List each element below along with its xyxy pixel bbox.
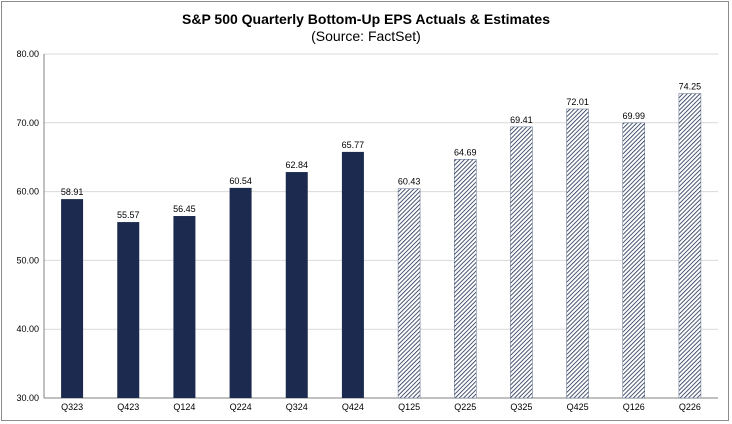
bar-actual [117,222,140,398]
x-tick-label: Q425 [567,402,589,412]
x-tick-label: Q323 [61,402,83,412]
data-label: 65.77 [342,140,365,150]
x-tick-label: Q226 [679,402,701,412]
y-tick-label: 40.00 [16,324,39,334]
bar-estimate [678,93,702,399]
bar-estimate [622,122,645,399]
x-tick-label: Q324 [286,402,308,412]
bar-actual [229,187,252,398]
bar-actual [285,172,308,398]
data-label: 72.01 [566,97,589,107]
y-tick-label: 70.00 [16,118,39,128]
x-tick-label: Q125 [398,402,420,412]
x-tick-label: Q124 [173,402,195,412]
bar-actual [341,151,364,398]
y-tick-label: 50.00 [16,255,39,265]
x-tick-label: Q126 [623,402,645,412]
x-tick-label: Q423 [117,402,139,412]
x-tick-label: Q224 [230,402,252,412]
chart-subtitle: (Source: FactSet) [311,28,421,44]
x-tick-label: Q424 [342,402,364,412]
data-label: 55.57 [117,210,140,220]
y-tick-label: 80.00 [16,49,39,59]
y-tick-label: 30.00 [16,393,39,403]
y-tick-label: 60.00 [16,187,39,197]
data-label: 64.69 [454,147,477,157]
gridlines [44,53,718,330]
bar-estimate [510,126,533,399]
x-tick-label: Q325 [510,402,532,412]
bar-actual [173,216,196,398]
axes [43,54,718,399]
data-label: 58.91 [61,187,84,197]
data-label: 69.41 [510,115,533,125]
bar-estimate [397,188,421,399]
labels: 30.00 40.00 50.00 60.00 70.00 80.00 58.91 Q323 5… [16,49,701,412]
bars [61,93,702,399]
data-label: 62.84 [285,160,308,170]
data-label: 60.43 [398,177,421,187]
data-label: 56.45 [173,204,196,214]
data-label: 69.99 [622,111,645,121]
bar-actual [61,199,84,398]
bar-estimate [566,108,589,399]
data-label: 74.25 [679,82,702,92]
data-label: 60.54 [229,176,252,186]
bar-estimate [454,159,477,399]
x-tick-label: Q225 [454,402,476,412]
chart-title: S&P 500 Quarterly Bottom-Up EPS Actuals … [182,11,550,27]
